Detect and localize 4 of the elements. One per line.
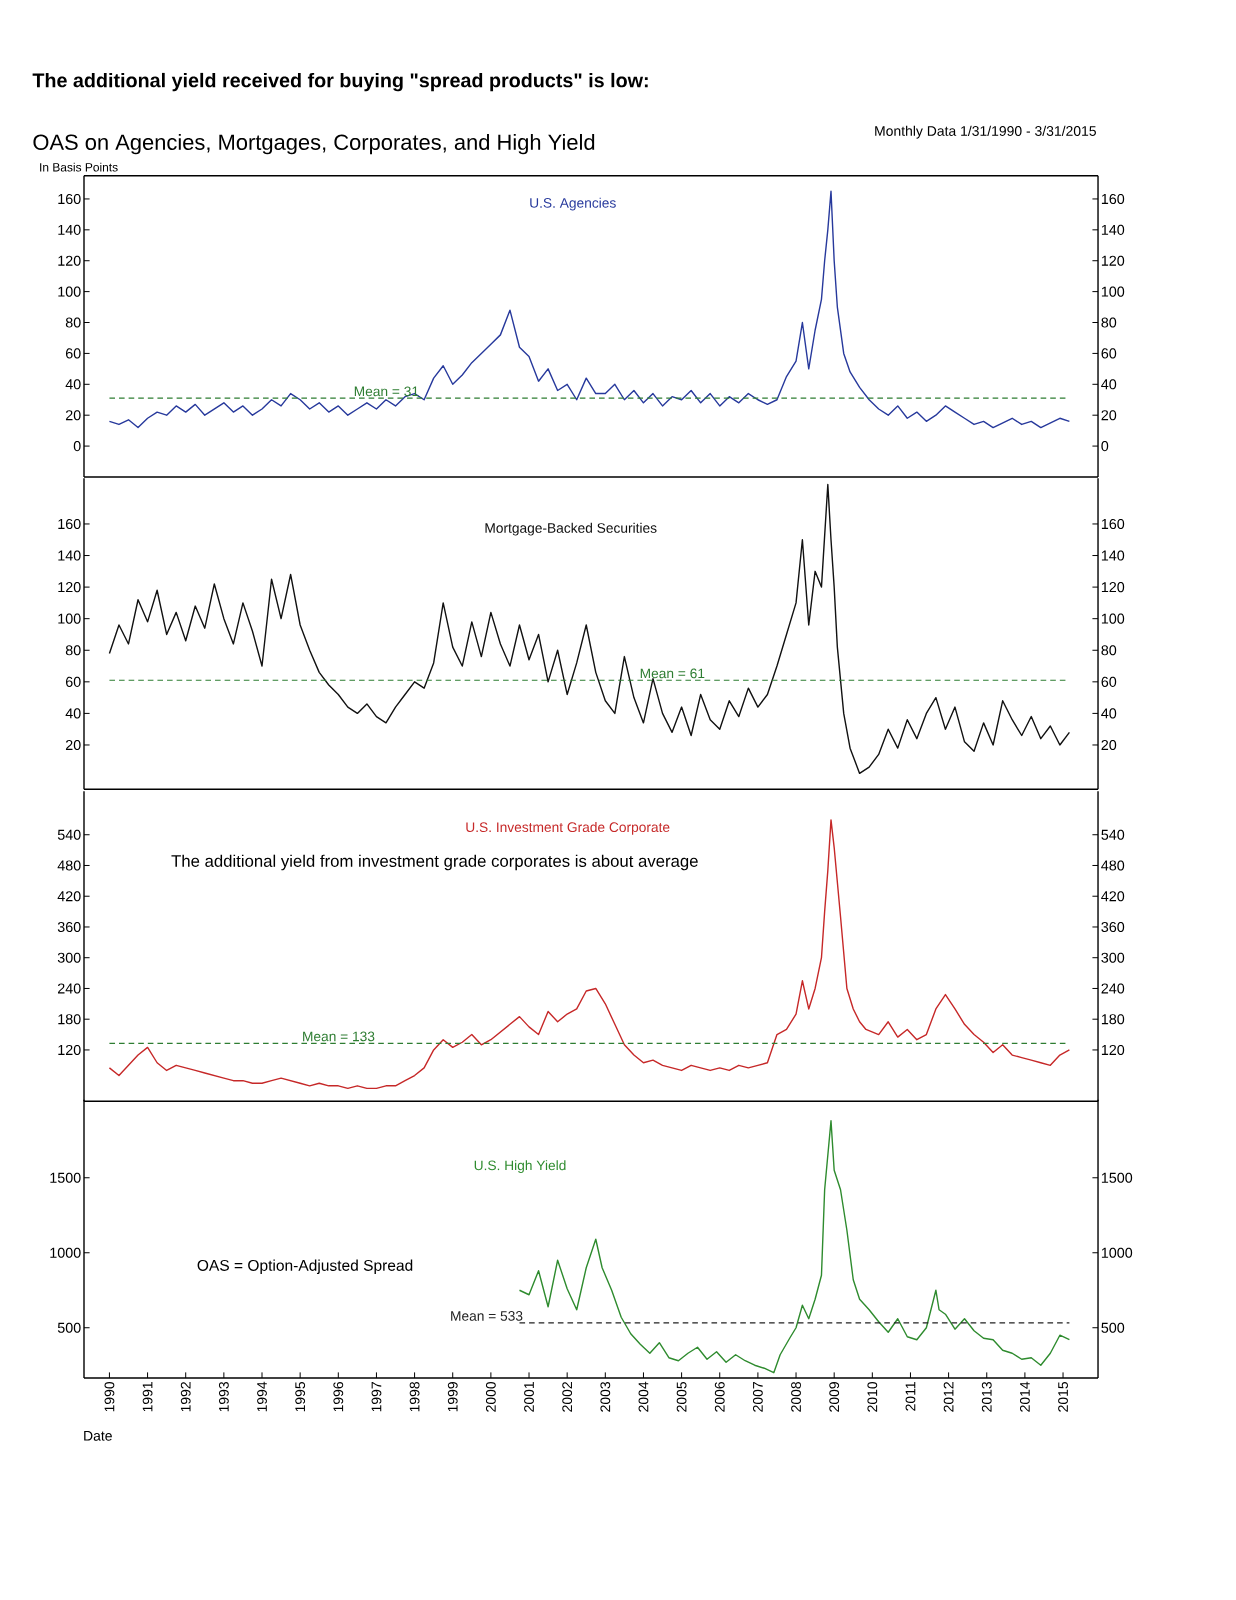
line-series xyxy=(108,483,1071,775)
chart-title: The additional yield received for buying "spread products" is low: xyxy=(32,72,648,92)
chart-subtitle: OAS on Agencies, Mortgages, Corporates, and High Yield xyxy=(33,133,595,155)
annotation: The additional yield from investment grade corporates is about average xyxy=(171,854,698,871)
